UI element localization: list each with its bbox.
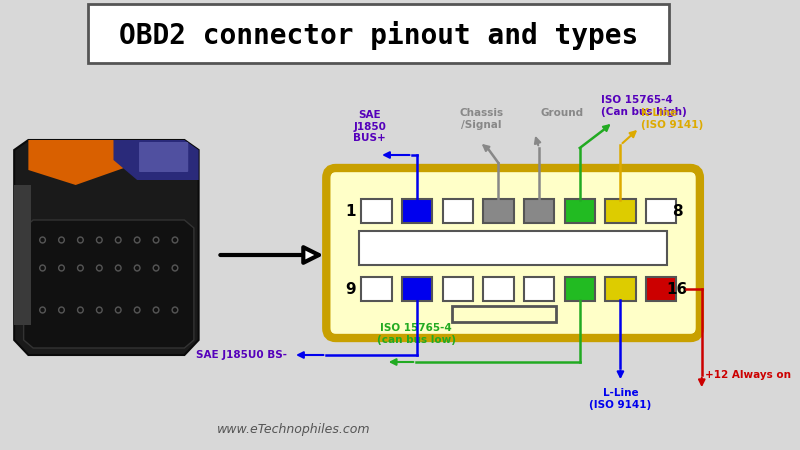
Text: SAE J185U0 BS-: SAE J185U0 BS-: [195, 350, 286, 360]
Text: K-Line
(ISO 9141): K-Line (ISO 9141): [642, 108, 703, 130]
Circle shape: [136, 238, 138, 242]
Circle shape: [97, 265, 102, 271]
Circle shape: [97, 237, 102, 243]
Circle shape: [40, 307, 46, 313]
FancyBboxPatch shape: [606, 199, 635, 223]
FancyBboxPatch shape: [646, 199, 676, 223]
Circle shape: [172, 265, 178, 271]
Circle shape: [58, 237, 64, 243]
Circle shape: [174, 238, 176, 242]
Circle shape: [117, 266, 120, 270]
Circle shape: [154, 309, 158, 311]
Circle shape: [79, 266, 82, 270]
FancyBboxPatch shape: [442, 199, 473, 223]
FancyBboxPatch shape: [442, 277, 473, 301]
Circle shape: [60, 309, 63, 311]
Text: www.eTechnophiles.com: www.eTechnophiles.com: [217, 423, 370, 436]
Text: OBD2 connector pinout and types: OBD2 connector pinout and types: [118, 21, 638, 50]
Text: +12 Always on: +12 Always on: [705, 370, 790, 380]
FancyBboxPatch shape: [362, 277, 391, 301]
Circle shape: [134, 307, 140, 313]
Text: 8: 8: [672, 203, 682, 219]
Circle shape: [78, 237, 83, 243]
Circle shape: [58, 265, 64, 271]
Circle shape: [134, 265, 140, 271]
Circle shape: [174, 266, 176, 270]
Text: SAE
J1850
BUS+: SAE J1850 BUS+: [354, 110, 386, 143]
Circle shape: [154, 266, 158, 270]
FancyBboxPatch shape: [606, 277, 635, 301]
Circle shape: [117, 238, 120, 242]
Circle shape: [136, 266, 138, 270]
FancyBboxPatch shape: [483, 277, 514, 301]
Circle shape: [134, 237, 140, 243]
FancyBboxPatch shape: [524, 199, 554, 223]
Text: 1: 1: [346, 203, 356, 219]
Text: 9: 9: [346, 282, 356, 297]
Circle shape: [117, 309, 120, 311]
FancyBboxPatch shape: [483, 199, 514, 223]
Circle shape: [174, 309, 176, 311]
FancyBboxPatch shape: [362, 199, 391, 223]
Circle shape: [41, 309, 44, 311]
Circle shape: [154, 307, 159, 313]
Circle shape: [115, 265, 121, 271]
FancyBboxPatch shape: [565, 277, 595, 301]
Circle shape: [98, 309, 101, 311]
Circle shape: [154, 265, 159, 271]
Circle shape: [115, 237, 121, 243]
Circle shape: [172, 307, 178, 313]
Polygon shape: [14, 140, 198, 355]
Circle shape: [41, 266, 44, 270]
Circle shape: [154, 238, 158, 242]
Circle shape: [79, 309, 82, 311]
Circle shape: [97, 307, 102, 313]
Circle shape: [40, 237, 46, 243]
Circle shape: [40, 265, 46, 271]
FancyBboxPatch shape: [402, 199, 432, 223]
Text: 16: 16: [666, 282, 688, 297]
Circle shape: [78, 307, 83, 313]
Circle shape: [79, 238, 82, 242]
Text: ISO 15765-4
(can bus low): ISO 15765-4 (can bus low): [377, 324, 456, 345]
Circle shape: [78, 265, 83, 271]
Polygon shape: [114, 140, 198, 180]
Circle shape: [41, 238, 44, 242]
FancyBboxPatch shape: [326, 168, 700, 338]
Circle shape: [60, 266, 63, 270]
Circle shape: [98, 266, 101, 270]
Circle shape: [58, 307, 64, 313]
Circle shape: [136, 309, 138, 311]
FancyBboxPatch shape: [524, 277, 554, 301]
FancyBboxPatch shape: [14, 185, 31, 325]
Circle shape: [115, 307, 121, 313]
FancyBboxPatch shape: [565, 199, 595, 223]
FancyBboxPatch shape: [88, 4, 669, 63]
FancyBboxPatch shape: [646, 277, 676, 301]
Circle shape: [172, 237, 178, 243]
FancyBboxPatch shape: [139, 142, 188, 172]
Text: Chassis
/Signal: Chassis /Signal: [459, 108, 503, 130]
Circle shape: [98, 238, 101, 242]
Polygon shape: [28, 140, 146, 185]
Circle shape: [154, 237, 159, 243]
Text: L-Line
(ISO 9141): L-Line (ISO 9141): [590, 388, 651, 410]
Text: Ground: Ground: [541, 108, 584, 118]
FancyBboxPatch shape: [402, 277, 432, 301]
FancyBboxPatch shape: [359, 231, 666, 265]
Circle shape: [60, 238, 63, 242]
Text: ISO 15765-4
(Can bus high): ISO 15765-4 (Can bus high): [601, 95, 686, 117]
Polygon shape: [24, 220, 194, 348]
FancyBboxPatch shape: [452, 306, 556, 322]
